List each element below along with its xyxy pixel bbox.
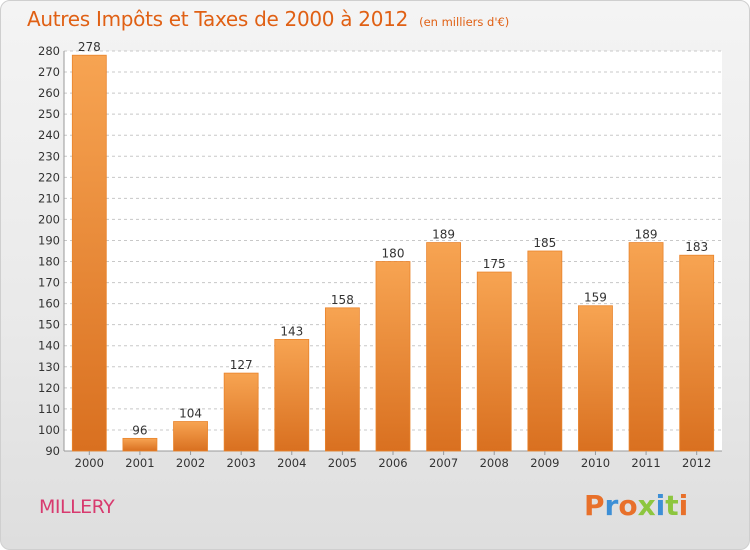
chart-title-block: Autres Impôts et Taxes de 2000 à 2012 (e…: [27, 7, 509, 31]
y-tick-label: 110: [38, 402, 60, 416]
bar: [274, 339, 310, 452]
chart-unit: (en milliers d'€): [419, 15, 510, 29]
bar: [679, 254, 715, 452]
data-label: 278: [78, 40, 101, 54]
proxiti-logo: Proxiti: [584, 489, 688, 522]
bar: [578, 305, 613, 452]
y-tick-label: 120: [38, 381, 60, 395]
bar: [375, 261, 411, 452]
y-tick-label: 150: [38, 318, 60, 332]
data-label: 189: [432, 228, 455, 242]
bar: [628, 242, 664, 452]
logo-letter: x: [637, 489, 656, 522]
data-label: 96: [132, 423, 147, 437]
logo-letter: i: [655, 489, 666, 522]
bar: [324, 307, 360, 452]
x-tick-label: 2006: [378, 456, 407, 470]
logo-letter: o: [618, 489, 638, 522]
bar: [173, 421, 208, 452]
y-tick-label: 100: [38, 423, 60, 437]
data-label: 185: [533, 236, 556, 250]
data-label: 189: [635, 228, 658, 242]
data-label: 158: [331, 293, 354, 307]
data-label: 183: [685, 240, 708, 254]
y-tick-label: 170: [38, 276, 60, 290]
y-tick-label: 260: [38, 86, 60, 100]
data-label: 104: [179, 407, 202, 421]
y-tick-label: 250: [38, 107, 60, 121]
y-tick-label: 230: [38, 149, 60, 163]
logo-letter: P: [584, 489, 605, 522]
data-label: 143: [280, 324, 303, 338]
x-tick-label: 2012: [682, 456, 711, 470]
x-tick-label: 2007: [429, 456, 458, 470]
x-tick-label: 2001: [125, 456, 154, 470]
data-label: 159: [584, 291, 607, 305]
bar: [527, 250, 563, 452]
x-tick-label: 2008: [480, 456, 509, 470]
city-label: MILLERY: [39, 496, 115, 518]
x-tick-label: 2005: [328, 456, 357, 470]
y-tick-label: 200: [38, 212, 60, 226]
data-label: 175: [483, 257, 506, 271]
y-tick-label: 160: [38, 297, 60, 311]
bar: [476, 271, 512, 452]
bar: [71, 54, 107, 452]
chart-title: Autres Impôts et Taxes de 2000 à 2012: [27, 7, 408, 31]
y-tick-label: 130: [38, 360, 60, 374]
data-label: 127: [230, 358, 253, 372]
y-tick-label: 140: [38, 339, 60, 353]
x-tick-label: 2002: [176, 456, 205, 470]
logo-letter: t: [665, 489, 679, 522]
y-tick-label: 220: [38, 170, 60, 184]
x-tick-label: 2003: [227, 456, 256, 470]
y-tick-label: 240: [38, 128, 60, 142]
x-tick-label: 2010: [581, 456, 610, 470]
logo-letter: i: [678, 489, 689, 522]
y-tick-label: 180: [38, 255, 60, 269]
logo-letter: r: [604, 489, 619, 522]
bar: [223, 372, 259, 452]
x-tick-label: 2009: [530, 456, 559, 470]
data-label: 180: [382, 247, 405, 261]
x-tick-label: 2000: [75, 456, 104, 470]
x-tick-label: 2011: [631, 456, 660, 470]
y-tick-label: 210: [38, 191, 60, 205]
y-tick-label: 190: [38, 233, 60, 247]
x-tick-label: 2004: [277, 456, 306, 470]
bar: [122, 437, 158, 452]
y-tick-label: 280: [38, 44, 60, 58]
y-tick-label: 270: [38, 65, 60, 79]
bar: [426, 242, 462, 452]
y-tick-label: 90: [45, 444, 60, 458]
